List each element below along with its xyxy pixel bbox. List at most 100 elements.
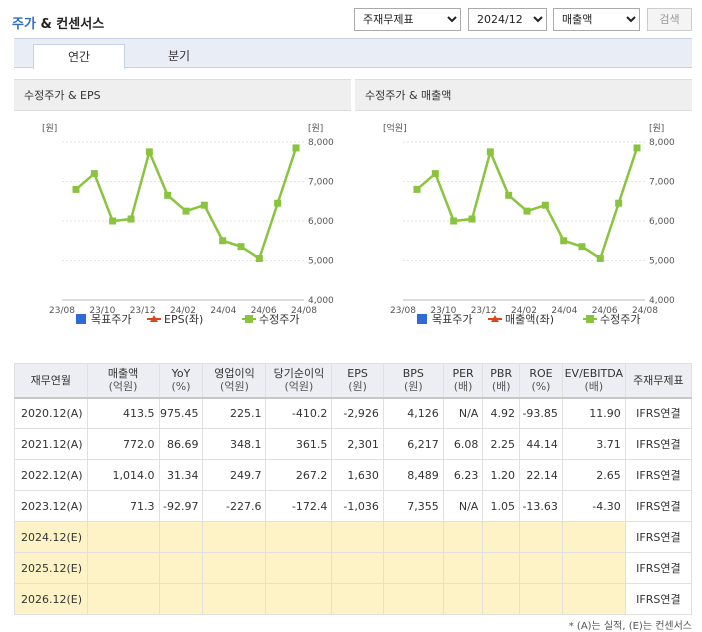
table-cell: [331, 552, 384, 584]
x-tick-label: 23/08: [49, 306, 75, 316]
table-cell: 267.2: [265, 459, 333, 491]
column-header-unit: (원): [403, 380, 423, 394]
price-point: [200, 201, 208, 209]
row-statement-type: IFRS연결: [624, 552, 693, 584]
x-tick-label: 24/08: [632, 306, 658, 316]
table-cell: [519, 583, 563, 615]
table-cell: 413.5: [86, 396, 160, 429]
tab-annual[interactable]: 연간: [33, 44, 125, 69]
table-cell: 11.90: [561, 396, 626, 429]
x-tick-label: 24/02: [511, 306, 537, 316]
column-header-unit: (억원): [284, 380, 314, 394]
table-cell: [265, 583, 333, 615]
column-header: 영업이익 (억원): [202, 363, 267, 398]
x-tick-label: 23/10: [430, 306, 456, 316]
y-tick-label: 7,000: [649, 178, 675, 188]
legend-square-icon: [76, 314, 86, 324]
legend-item[interactable]: EPS(좌): [147, 313, 203, 326]
footnote: * (A)는 실적, (E)는 컨센서스: [568, 621, 692, 632]
table-cell: 6.08: [442, 428, 484, 460]
table-cell: [202, 521, 267, 553]
price-point: [560, 237, 568, 245]
legend-marker-icon: [150, 315, 158, 322]
column-header-label: ROE: [529, 367, 553, 381]
column-header: 주재무제표: [624, 363, 693, 398]
table-cell: -93.85: [519, 396, 563, 429]
left-unit-label: [억원]: [383, 122, 407, 134]
legend-item[interactable]: 목표주가: [417, 313, 472, 326]
right-unit-label: [원]: [308, 123, 323, 134]
tab-quarterly[interactable]: 분기: [167, 49, 191, 63]
table-row: 2024.12(E) IFRS연결: [14, 521, 693, 553]
table-row: 2023.12(A) 71.3 -92.97 -227.6 -172.4 -1,036 7,…: [14, 490, 693, 522]
column-header: EV/EBITDA (배): [561, 363, 626, 398]
table-cell: [265, 521, 333, 553]
column-header-unit: (억원): [108, 380, 138, 394]
table-cell: [86, 552, 160, 584]
row-period: 2020.12(A): [14, 396, 88, 429]
legend-marker-icon: [586, 315, 594, 323]
table-cell: 1,630: [331, 459, 384, 491]
row-period: 2024.12(E): [14, 521, 88, 553]
left-unit-label: [원]: [42, 123, 57, 134]
table-cell: [86, 583, 160, 615]
table-row: 2025.12(E) IFRS연결: [14, 552, 693, 584]
table-cell: 975.45: [158, 396, 204, 429]
legend-item[interactable]: 매출액(좌): [488, 313, 554, 326]
table-row: 2026.12(E) IFRS연결: [14, 583, 693, 615]
price-point: [90, 170, 98, 178]
x-tick-label: 24/02: [170, 306, 196, 316]
subject-select[interactable]: 주재무제표: [354, 8, 461, 31]
y-tick-label: 5,000: [649, 257, 675, 267]
legend-item[interactable]: 목표주가: [76, 313, 131, 326]
price-point: [72, 185, 80, 193]
price-series-line: [416, 147, 639, 261]
y-tick-label: 8,000: [308, 138, 334, 148]
title-main: 주가: [12, 17, 36, 32]
table-cell: 361.5: [265, 428, 333, 460]
table-cell: 4.92: [482, 396, 521, 429]
table-cell: 2.65: [561, 459, 626, 491]
column-header-label: EPS: [347, 367, 368, 381]
table-cell: [442, 552, 484, 584]
table-cell: 4,126: [382, 396, 444, 429]
price-series-line: [75, 147, 298, 261]
legend-item[interactable]: 수정주가: [583, 313, 640, 326]
search-button[interactable]: 검색: [647, 8, 692, 31]
column-header-label: 매출액: [107, 367, 139, 381]
y-tick-label: 6,000: [308, 217, 334, 227]
table-cell: [86, 521, 160, 553]
legend-label: 목표주가: [432, 313, 472, 326]
price-point: [109, 217, 117, 225]
column-header-label: PER: [452, 367, 474, 381]
y-tick-label: 6,000: [649, 217, 675, 227]
column-header: BPS (원): [382, 363, 444, 398]
row-period: 2026.12(E): [14, 583, 88, 615]
table-cell: [482, 521, 521, 553]
row-statement-type: IFRS연결: [624, 459, 693, 491]
metric-select[interactable]: 매출액: [553, 8, 640, 31]
column-header: 재무연월: [14, 363, 88, 398]
x-tick-label: 23/12: [471, 306, 497, 316]
column-header-label: BPS: [402, 367, 424, 381]
table-cell: 6.23: [442, 459, 484, 491]
table-cell: [331, 521, 384, 553]
chart-title: 수정주가 & 매출액: [355, 79, 692, 111]
legend-label: 매출액(좌): [505, 313, 554, 326]
table-cell: -172.4: [265, 490, 333, 522]
chart-title: 수정주가 & EPS: [14, 79, 351, 111]
legend-square-icon: [417, 314, 427, 324]
row-statement-type: IFRS연결: [624, 521, 693, 553]
price-point: [219, 237, 227, 245]
table-cell: [382, 521, 444, 553]
row-period: 2025.12(E): [14, 552, 88, 584]
legend-label: 수정주가: [259, 313, 299, 326]
legend-item[interactable]: 수정주가: [242, 313, 299, 326]
column-header-unit: (배): [584, 380, 604, 394]
chart-panel-sales: 수정주가 & 매출액 8,000 7,000 6,000 5,000 4,000 [억원]…: [355, 79, 692, 335]
period-select[interactable]: 2024/12: [468, 8, 547, 31]
table-cell: [202, 552, 267, 584]
legend-label: EPS(좌): [164, 313, 203, 326]
table-cell: 3.71: [561, 428, 626, 460]
table-cell: 6,217: [382, 428, 444, 460]
